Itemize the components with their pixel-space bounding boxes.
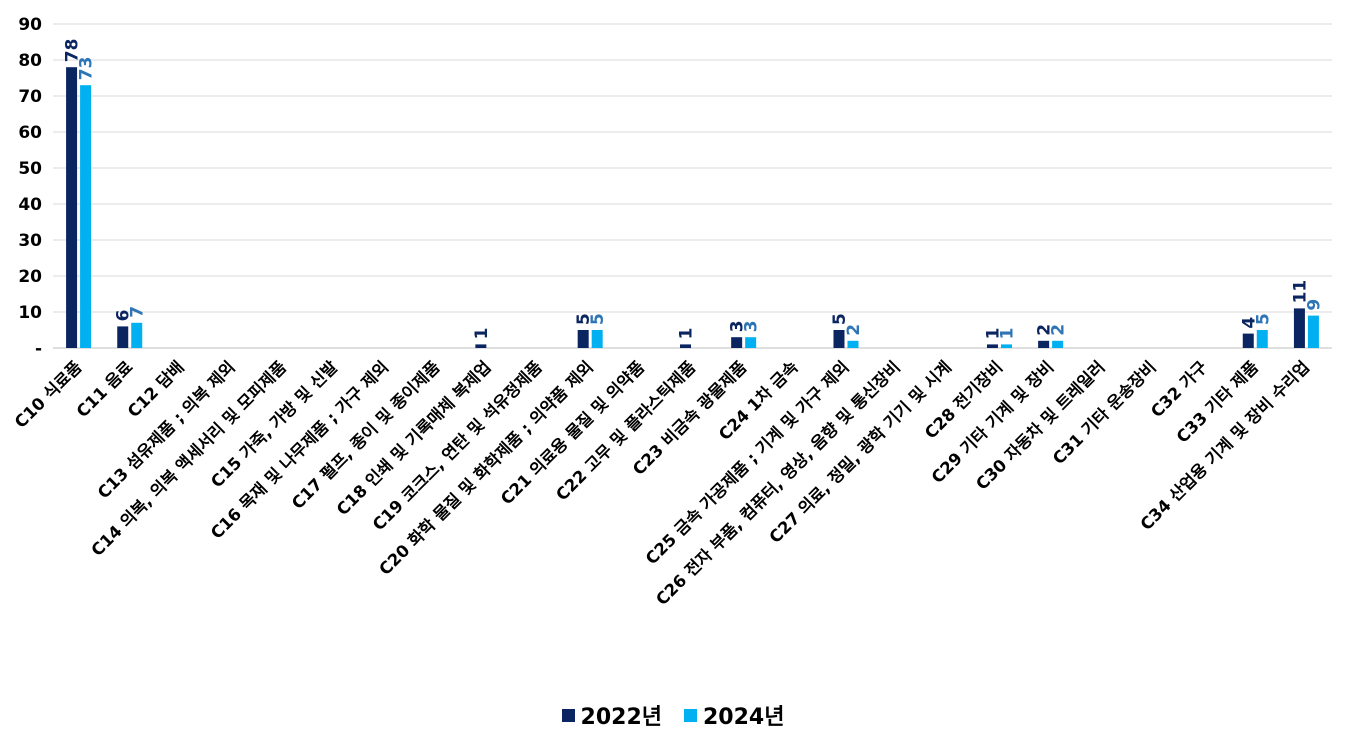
legend-label-2022: 2022년 bbox=[580, 705, 662, 730]
data-label-2022: 3 bbox=[728, 320, 748, 332]
data-label-2024: 5 bbox=[588, 313, 608, 325]
bar-2022 bbox=[986, 344, 998, 348]
bars bbox=[66, 67, 1319, 348]
legend-label-2024: 2024년 bbox=[703, 705, 785, 730]
bar-2024 bbox=[131, 322, 143, 348]
data-label-2022: 4 bbox=[1239, 317, 1259, 329]
bar-2024 bbox=[1256, 330, 1268, 348]
y-tick-label: - bbox=[35, 339, 42, 359]
bar-2024 bbox=[1052, 340, 1064, 348]
bar-2024 bbox=[847, 340, 859, 348]
data-label-2024: 9 bbox=[1304, 299, 1324, 311]
data-label-2024: 7 bbox=[128, 306, 148, 318]
y-tick-label: 50 bbox=[18, 159, 42, 179]
bar-2022 bbox=[117, 326, 129, 348]
data-label-2022: 1 bbox=[983, 328, 1003, 340]
data-label-2024: 2 bbox=[844, 324, 864, 336]
category-label: C10 식료품 bbox=[11, 357, 86, 432]
bar-2022 bbox=[1038, 340, 1050, 348]
legend: 2022년 2024년 bbox=[0, 697, 1346, 733]
data-label-2024: 2 bbox=[1049, 324, 1069, 336]
data-label-2022: 2 bbox=[1035, 324, 1055, 336]
data-label-2024: 73 bbox=[77, 57, 97, 81]
data-label-2022: 5 bbox=[574, 313, 594, 325]
data-label-2022: 1 bbox=[472, 328, 492, 340]
bar-2022 bbox=[577, 330, 589, 348]
bar-2022 bbox=[475, 344, 487, 348]
gridlines bbox=[53, 23, 1332, 349]
data-label-2024: 3 bbox=[742, 320, 762, 332]
data-label-2024: 1 bbox=[997, 328, 1017, 340]
y-tick-label: 40 bbox=[18, 195, 42, 215]
bar-2022 bbox=[731, 337, 743, 348]
y-axis-ticks: - 10 20 30 40 50 60 70 80 90 bbox=[18, 15, 42, 359]
bar-2024 bbox=[745, 337, 757, 348]
data-label-2024: 5 bbox=[1253, 313, 1273, 325]
legend-swatch-2024 bbox=[684, 708, 697, 722]
bar-2022 bbox=[1242, 333, 1254, 348]
y-tick-label: 20 bbox=[18, 267, 42, 287]
category-label: C27 의료, 정밀, 광학 기기 및 시계 bbox=[765, 357, 955, 547]
data-label-2022: 11 bbox=[1290, 280, 1310, 304]
bar-2022 bbox=[833, 330, 845, 348]
legend-swatch-2022 bbox=[561, 708, 575, 722]
data-label-2022: 1 bbox=[677, 328, 697, 340]
bar-2024 bbox=[1000, 344, 1012, 348]
y-tick-label: 80 bbox=[18, 51, 42, 71]
y-tick-label: 70 bbox=[18, 87, 42, 107]
y-tick-label: 30 bbox=[18, 231, 42, 251]
data-label-2022: 78 bbox=[63, 39, 83, 63]
y-tick-label: 10 bbox=[18, 303, 42, 323]
bar-2022 bbox=[1293, 308, 1305, 348]
bar-2022 bbox=[680, 344, 691, 348]
bar-2024 bbox=[1307, 315, 1319, 348]
legend-item-2022: 2022년 bbox=[561, 699, 662, 731]
y-tick-label: 60 bbox=[18, 123, 42, 143]
bar-2024 bbox=[591, 330, 603, 348]
legend-item-2024: 2024년 bbox=[684, 699, 784, 731]
data-label-2022: 5 bbox=[830, 313, 850, 325]
bar-2022 bbox=[66, 67, 78, 348]
y-tick-label: 90 bbox=[18, 15, 42, 35]
data-label-2022: 6 bbox=[114, 310, 134, 322]
bar-2024 bbox=[80, 85, 92, 348]
